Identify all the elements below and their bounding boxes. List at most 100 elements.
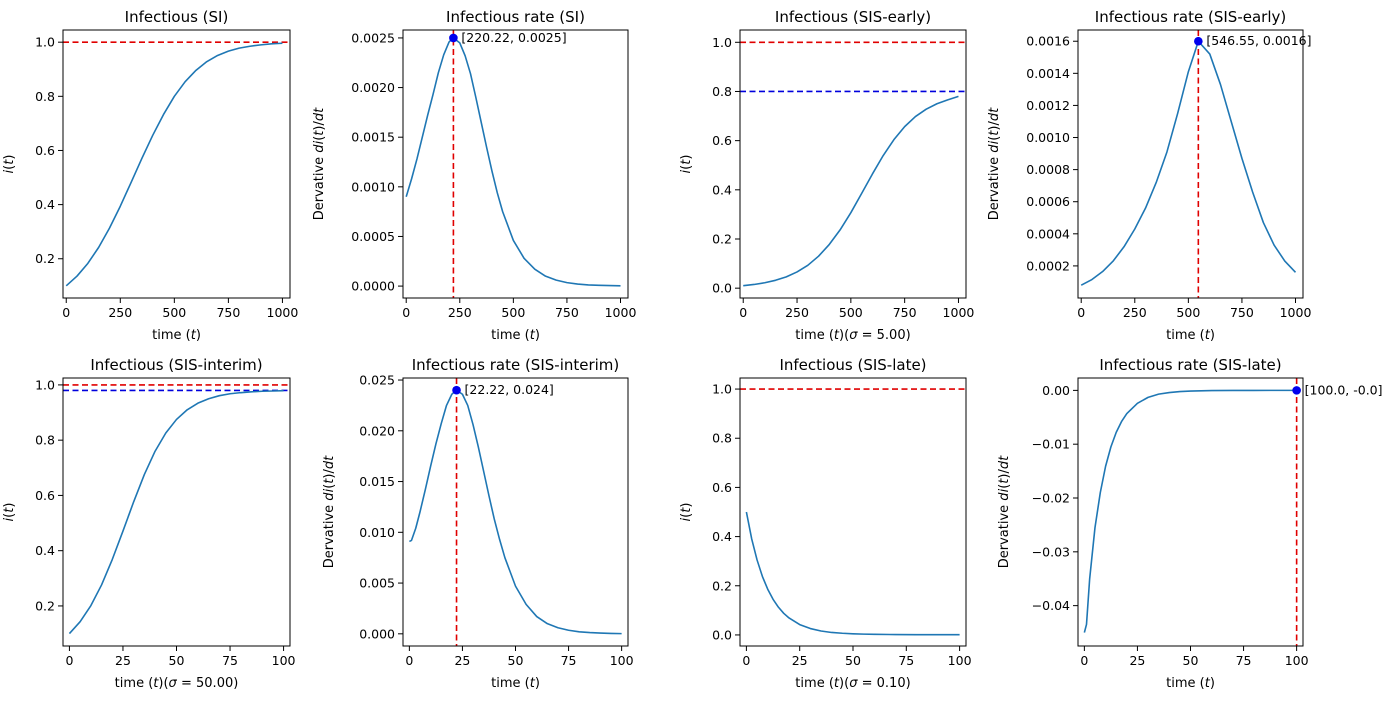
y-tick-label: 0.0010 [1026, 130, 1070, 145]
x-tick-label: 100 [272, 653, 296, 668]
series-line [745, 511, 960, 636]
x-tick-label: 750 [555, 305, 579, 320]
x-tick-label: 1000 [943, 305, 975, 320]
x-axis-label: time (t) [491, 328, 540, 343]
x-tick-label: 50 [845, 653, 861, 668]
chart-title: Infectious rate (SIS-late) [1099, 356, 1281, 374]
y-tick-label: 1.0 [712, 382, 732, 397]
axes-frame [62, 377, 291, 647]
y-tick-label: 0.6 [712, 133, 732, 148]
y-axis-label: i(t) [2, 503, 17, 522]
x-tick-label: 0 [405, 653, 413, 668]
x-tick-label: 0 [1077, 305, 1085, 320]
y-tick-label: 0.0008 [1026, 162, 1070, 177]
axes-frame [1077, 29, 1304, 299]
x-tick-label: 1000 [605, 305, 637, 320]
series-line [743, 95, 959, 287]
x-tick-label: 250 [785, 305, 809, 320]
x-axis-label: time (t)(σ = 0.10) [795, 676, 910, 691]
x-axis-label: time (t) [1166, 328, 1215, 343]
x-tick-label: 25 [792, 653, 808, 668]
x-tick-label: 75 [222, 653, 238, 668]
axes-frame [402, 377, 629, 647]
x-tick-label: 0 [62, 305, 70, 320]
x-axis-label: time (t)(σ = 50.00) [115, 676, 239, 691]
y-tick-label: 0.4 [712, 529, 732, 544]
y-tick-label: 0.020 [359, 423, 395, 438]
y-tick-label: 0.0014 [1026, 66, 1070, 81]
y-axis-label: Dervative di(t)/dt [997, 455, 1012, 568]
peak-annotation: [22.22, 0.024] [465, 382, 554, 397]
axes-frame [1077, 377, 1304, 647]
x-tick-label: 100 [610, 653, 634, 668]
x-tick-label: 75 [898, 653, 914, 668]
x-tick-label: 0 [65, 653, 73, 668]
series-line [405, 37, 621, 287]
y-tick-label: 0.4 [35, 543, 55, 558]
peak-marker [452, 385, 461, 395]
axes-frame [62, 29, 291, 299]
y-tick-label: 0.2 [712, 578, 732, 593]
y-tick-label: 0.0 [712, 627, 732, 642]
y-tick-label: 0.0015 [351, 130, 395, 145]
x-axis-label: time (t)(σ = 5.00) [795, 328, 910, 343]
x-tick-label: 25 [1129, 653, 1145, 668]
y-tick-label: −0.04 [1032, 598, 1070, 613]
y-tick-label: 0.0010 [351, 179, 395, 194]
y-tick-label: 1.0 [35, 377, 55, 392]
y-tick-label: 0.0012 [1026, 98, 1070, 113]
peak-annotation: [220.22, 0.0025] [461, 30, 566, 45]
y-tick-label: −0.02 [1032, 491, 1070, 506]
x-tick-label: 50 [169, 653, 185, 668]
axes-frame [739, 29, 967, 299]
series-line [1080, 40, 1297, 286]
y-tick-label: 0.2 [712, 231, 732, 246]
x-tick-label: 1000 [267, 305, 299, 320]
subplot-6: [22.22, 0.024] 0 25 50 75 100 0.000 0.005 0.010 0… [322, 356, 634, 691]
x-tick-label: 500 [501, 305, 525, 320]
x-tick-label: 1000 [1280, 305, 1312, 320]
y-tick-label: 0.0005 [351, 229, 395, 244]
axes-frame [402, 29, 629, 299]
y-tick-label: 1.0 [35, 35, 55, 50]
peak-annotation: [100.0, -0.0] [1305, 382, 1383, 397]
y-tick-label: 0.0020 [351, 80, 395, 95]
y-axis-label: i(t) [679, 503, 694, 522]
series-line [409, 389, 622, 635]
x-tick-label: 0 [1080, 653, 1088, 668]
y-axis-label: Dervative di(t)/dt [322, 455, 337, 568]
subplot-8: [100.0, -0.0] 0 25 50 75 100 −0.04 −0.03 −0.02 −0… [997, 356, 1383, 691]
y-tick-label: 0.8 [35, 89, 55, 104]
x-tick-label: 25 [115, 653, 131, 668]
y-tick-label: 0.8 [712, 431, 732, 446]
y-tick-label: 0.005 [359, 576, 395, 591]
y-tick-label: 0.4 [35, 197, 55, 212]
x-tick-label: 750 [216, 305, 240, 320]
series-line [65, 42, 283, 287]
x-tick-label: 250 [108, 305, 132, 320]
peak-marker [449, 33, 458, 43]
y-tick-label: 0.0004 [1026, 226, 1070, 241]
y-tick-label: 0.2 [35, 598, 55, 613]
y-tick-label: 0.6 [712, 480, 732, 495]
y-tick-label: −0.01 [1032, 437, 1070, 452]
y-tick-label: 0.6 [35, 143, 55, 158]
x-tick-label: 500 [839, 305, 863, 320]
y-tick-label: 0.010 [359, 525, 395, 540]
y-tick-label: 0.025 [359, 373, 395, 388]
axes-frame [739, 377, 967, 647]
y-axis-label: Dervative di(t)/dt [312, 107, 327, 220]
chart-title: Infectious (SIS-late) [779, 356, 926, 374]
x-tick-label: 0 [402, 305, 410, 320]
subplot-2: [220.22, 0.0025] 0 250 500 750 1000 0.0000 0.00… [312, 8, 636, 343]
series-line [68, 389, 284, 635]
x-axis-label: time (t) [1166, 676, 1215, 691]
chart-title: Infectious (SIS-interim) [90, 356, 262, 374]
y-tick-label: 0.4 [712, 182, 732, 197]
y-tick-label: 0.015 [359, 474, 395, 489]
chart-title: Infectious rate (SIS-interim) [412, 356, 620, 374]
y-tick-label: 0.0 [712, 281, 732, 296]
subplot-4: [546.55, 0.0016] 0 250 500 750 1000 0.0002 0.00… [987, 8, 1312, 343]
y-tick-label: 0.0002 [1026, 258, 1070, 273]
